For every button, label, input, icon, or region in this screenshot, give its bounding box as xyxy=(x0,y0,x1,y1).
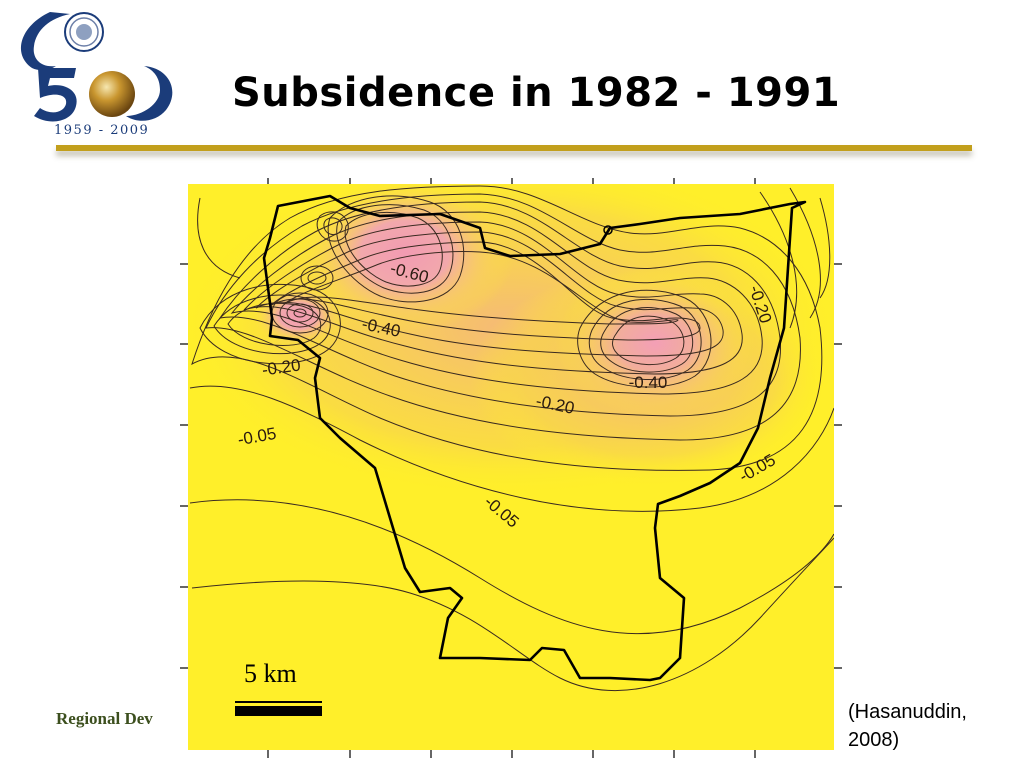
citation-line-1: (Hasanuddin, xyxy=(848,701,967,723)
logo-sphere-icon xyxy=(89,71,135,117)
anniversary-logo: 1959 - 2009 xyxy=(20,12,173,138)
district-boundary xyxy=(262,194,807,682)
scale-bar-label: 5 km xyxy=(244,659,297,688)
map-ticks xyxy=(180,178,842,758)
scale-bar xyxy=(235,706,322,716)
contour-lines xyxy=(189,185,834,691)
citation: (Hasanuddin, 2008) xyxy=(848,698,967,754)
citation-line-2: 2008) xyxy=(848,729,900,751)
page-title: Subsidence in 1982 - 1991 xyxy=(232,70,841,116)
logo-years-text: 1959 - 2009 xyxy=(54,123,149,138)
logo-five-icon xyxy=(34,68,77,122)
title-divider xyxy=(56,145,972,151)
logo-ring-icon xyxy=(126,66,173,121)
logo-swoosh-icon xyxy=(20,12,70,71)
subsidence-map: -0.60-0.40-0.20-0.05-0.20-0.40-0.20-0.05… xyxy=(180,178,842,758)
contour-label: -0.40 xyxy=(629,373,668,392)
footer-text: Regional Dev xyxy=(56,709,153,728)
subsidence-hotspot-east xyxy=(555,268,755,418)
